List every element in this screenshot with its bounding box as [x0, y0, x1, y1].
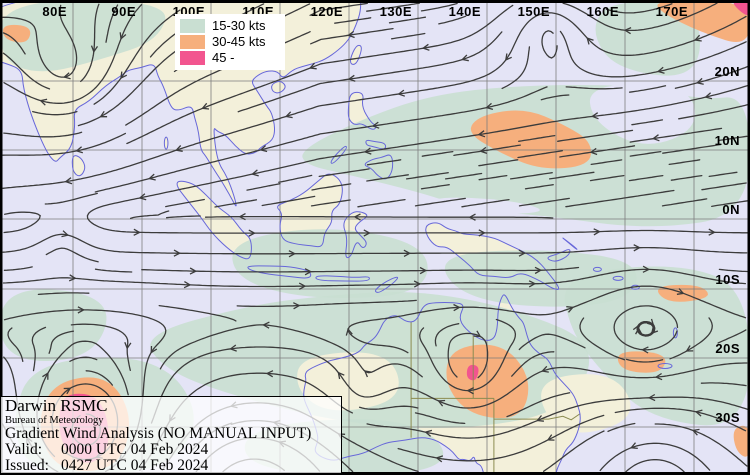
coastline-layer	[0, 0, 678, 475]
latitude-label-10S: 10S	[715, 272, 740, 287]
product-title: Gradient Wind Analysis (NO MANUAL INPUT)	[5, 425, 312, 442]
longitude-label-120E: 120E	[310, 4, 343, 19]
credits-box: Darwin RSMC Bureau of Meteorology Gradie…	[0, 396, 342, 474]
legend-swatch-icon	[180, 34, 205, 49]
longitude-label-90E: 90E	[111, 4, 136, 19]
latitude-label-20S: 20S	[715, 341, 740, 356]
valid-time-line: Valid: 0000 UTC 04 Feb 2024	[5, 442, 341, 458]
longitude-label-80E: 80E	[42, 4, 67, 19]
longitude-label-140E: 140E	[448, 4, 481, 19]
wind-speed-legend: 15-30 kts 30-45 kts 45 -	[175, 14, 285, 70]
legend-label: 15-30 kts	[212, 17, 266, 33]
legend-label: 45 -	[212, 49, 235, 65]
bureau-name: Bureau of Meteorology	[5, 415, 104, 426]
issued-label: Issued:	[5, 457, 49, 474]
longitude-label-150E: 150E	[517, 4, 550, 19]
longitude-label-130E: 130E	[379, 4, 412, 19]
legend-label: 30-45 kts	[212, 33, 266, 49]
legend-item: 45 -	[180, 50, 280, 65]
legend-item: 15-30 kts	[180, 18, 280, 33]
latitude-label-30S: 30S	[715, 410, 740, 425]
legend-item: 30-45 kts	[180, 34, 280, 49]
latitude-label-0N: 0N	[722, 202, 740, 217]
latitude-label-20N: 20N	[714, 64, 740, 79]
legend-swatch-icon	[180, 18, 205, 33]
latitude-label-10N: 10N	[714, 133, 740, 148]
longitude-label-170E: 170E	[655, 4, 688, 19]
legend-swatch-icon	[180, 50, 205, 65]
valid-value: 0000 UTC 04 Feb 2024	[61, 441, 209, 458]
longitude-label-160E: 160E	[586, 4, 619, 19]
valid-label: Valid:	[5, 441, 43, 458]
state-borders-layer	[410, 321, 581, 475]
issued-time-line: Issued: 0427 UTC 04 Feb 2024	[5, 458, 341, 474]
agency-name: Darwin RSMC	[5, 396, 108, 415]
issued-value: 0427 UTC 04 Feb 2024	[61, 457, 209, 474]
